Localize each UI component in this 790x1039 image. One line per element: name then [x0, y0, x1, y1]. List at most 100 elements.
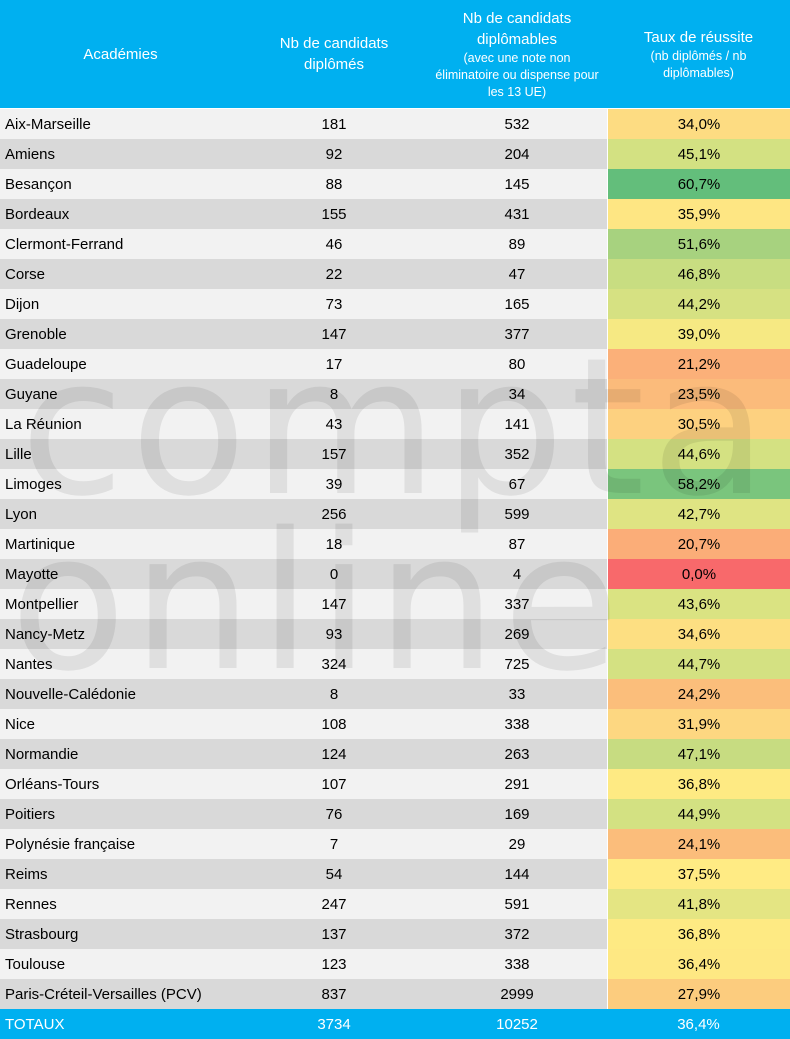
cell-diplomes: 181 — [321, 115, 347, 133]
cell-diplomes: 43 — [325, 415, 343, 433]
cell-academie: Clermont-Ferrand — [5, 235, 124, 253]
cell-academie: Nouvelle-Calédonie — [5, 685, 136, 703]
header-taux-label: Taux de réussite — [643, 28, 754, 46]
cell-diplomes: 88 — [325, 175, 343, 193]
cell-academie: Bordeaux — [5, 205, 70, 223]
cell-diplomes: 155 — [321, 205, 347, 223]
cell-academie: Toulouse — [5, 955, 66, 973]
table-row: Guyane 8 34 23,5% — [0, 379, 790, 409]
cell-diplomes: 73 — [325, 295, 343, 313]
table-row: Aix-Marseille 181 532 34,0% — [0, 109, 790, 139]
totals-diplomables: 10252 — [496, 1015, 538, 1033]
table-row: Polynésie française 7 29 24,1% — [0, 829, 790, 859]
cell-taux: 0,0% — [607, 559, 790, 589]
cell-academie: Nice — [5, 715, 36, 733]
table-row: La Réunion 43 141 30,5% — [0, 409, 790, 439]
table-row: Clermont-Ferrand 46 89 51,6% — [0, 229, 790, 259]
cell-academie: Reims — [5, 865, 48, 883]
table-row: Martinique 18 87 20,7% — [0, 529, 790, 559]
header-academies: Académies — [0, 44, 241, 65]
cell-taux: 35,9% — [607, 199, 790, 229]
cell-taux: 21,2% — [607, 349, 790, 379]
table-row: Grenoble 147 377 39,0% — [0, 319, 790, 349]
cell-diplomes: 157 — [321, 445, 347, 463]
cell-diplomables: 591 — [504, 895, 530, 913]
header-diplomes-label: Nb de candidats diplômés — [279, 35, 389, 73]
cell-taux: 39,0% — [607, 319, 790, 349]
table-row: Orléans-Tours 107 291 36,8% — [0, 769, 790, 799]
table-row: Dijon 73 165 44,2% — [0, 289, 790, 319]
cell-diplomables: 599 — [504, 505, 530, 523]
cell-taux: 47,1% — [607, 739, 790, 769]
table-row: Amiens 92 204 45,1% — [0, 139, 790, 169]
totals-taux: 36,4% — [677, 1015, 720, 1033]
cell-diplomes: 92 — [325, 145, 343, 163]
cell-diplomables: 145 — [504, 175, 530, 193]
table-row: Normandie 124 263 47,1% — [0, 739, 790, 769]
header-diplomables-label: Nb de candidats diplômables — [462, 9, 572, 48]
header-diplomables-sublabel: (avec une note non éliminatoire ou dispe… — [435, 50, 599, 99]
cell-diplomables: 67 — [508, 475, 526, 493]
table-row: Lyon 256 599 42,7% — [0, 499, 790, 529]
cell-taux: 24,2% — [607, 679, 790, 709]
cell-taux: 36,4% — [607, 949, 790, 979]
cell-diplomables: 169 — [504, 805, 530, 823]
cell-taux: 45,1% — [607, 139, 790, 169]
table-row: Strasbourg 137 372 36,8% — [0, 919, 790, 949]
header-diplomes: Nb de candidats diplômés — [241, 33, 427, 75]
cell-academie: Dijon — [5, 295, 40, 313]
cell-taux: 41,8% — [607, 889, 790, 919]
table-body: Aix-Marseille 181 532 34,0% Amiens 92 204 45,1%… — [0, 108, 790, 1009]
cell-diplomes: 256 — [321, 505, 347, 523]
cell-academie: Limoges — [5, 475, 62, 493]
cell-diplomables: 165 — [504, 295, 530, 313]
cell-diplomables: 2999 — [500, 985, 534, 1003]
header-taux: Taux de réussite (nb diplômés / nb diplô… — [607, 27, 790, 82]
cell-diplomes: 8 — [329, 385, 339, 403]
cell-diplomables: 29 — [508, 835, 526, 853]
cell-academie: Besançon — [5, 175, 72, 193]
cell-academie: Mayotte — [5, 565, 59, 583]
cell-diplomes: 147 — [321, 595, 347, 613]
cell-diplomables: 532 — [504, 115, 530, 133]
cell-taux: 60,7% — [607, 169, 790, 199]
cell-diplomes: 54 — [325, 865, 343, 883]
cell-diplomes: 123 — [321, 955, 347, 973]
cell-diplomables: 141 — [504, 415, 530, 433]
table-row: Mayotte 0 4 0,0% — [0, 559, 790, 589]
cell-diplomes: 837 — [321, 985, 347, 1003]
cell-diplomables: 34 — [508, 385, 526, 403]
cell-diplomes: 7 — [329, 835, 339, 853]
cell-academie: Polynésie française — [5, 835, 136, 853]
cell-academie: Orléans-Tours — [5, 775, 100, 793]
table-row: Nouvelle-Calédonie 8 33 24,2% — [0, 679, 790, 709]
cell-taux: 36,8% — [607, 769, 790, 799]
cell-diplomes: 147 — [321, 325, 347, 343]
cell-diplomes: 76 — [325, 805, 343, 823]
cell-academie: La Réunion — [5, 415, 82, 433]
cell-taux: 44,6% — [607, 439, 790, 469]
cell-diplomes: 46 — [325, 235, 343, 253]
cell-diplomes: 124 — [321, 745, 347, 763]
cell-academie: Poitiers — [5, 805, 56, 823]
cell-diplomables: 204 — [504, 145, 530, 163]
cell-taux: 36,8% — [607, 919, 790, 949]
cell-taux: 34,6% — [607, 619, 790, 649]
cell-taux: 44,7% — [607, 649, 790, 679]
cell-taux: 42,7% — [607, 499, 790, 529]
cell-diplomables: 33 — [508, 685, 526, 703]
cell-diplomes: 0 — [329, 565, 339, 583]
cell-diplomables: 144 — [504, 865, 530, 883]
cell-taux: 44,9% — [607, 799, 790, 829]
cell-diplomables: 377 — [504, 325, 530, 343]
cell-diplomables: 337 — [504, 595, 530, 613]
cell-taux: 30,5% — [607, 409, 790, 439]
table-header: Académies Nb de candidats diplômés Nb de… — [0, 0, 790, 108]
table-row: Lille 157 352 44,6% — [0, 439, 790, 469]
cell-taux: 23,5% — [607, 379, 790, 409]
cell-diplomes: 247 — [321, 895, 347, 913]
cell-taux: 31,9% — [607, 709, 790, 739]
cell-diplomes: 17 — [325, 355, 343, 373]
cell-diplomables: 725 — [504, 655, 530, 673]
cell-diplomes: 22 — [325, 265, 343, 283]
